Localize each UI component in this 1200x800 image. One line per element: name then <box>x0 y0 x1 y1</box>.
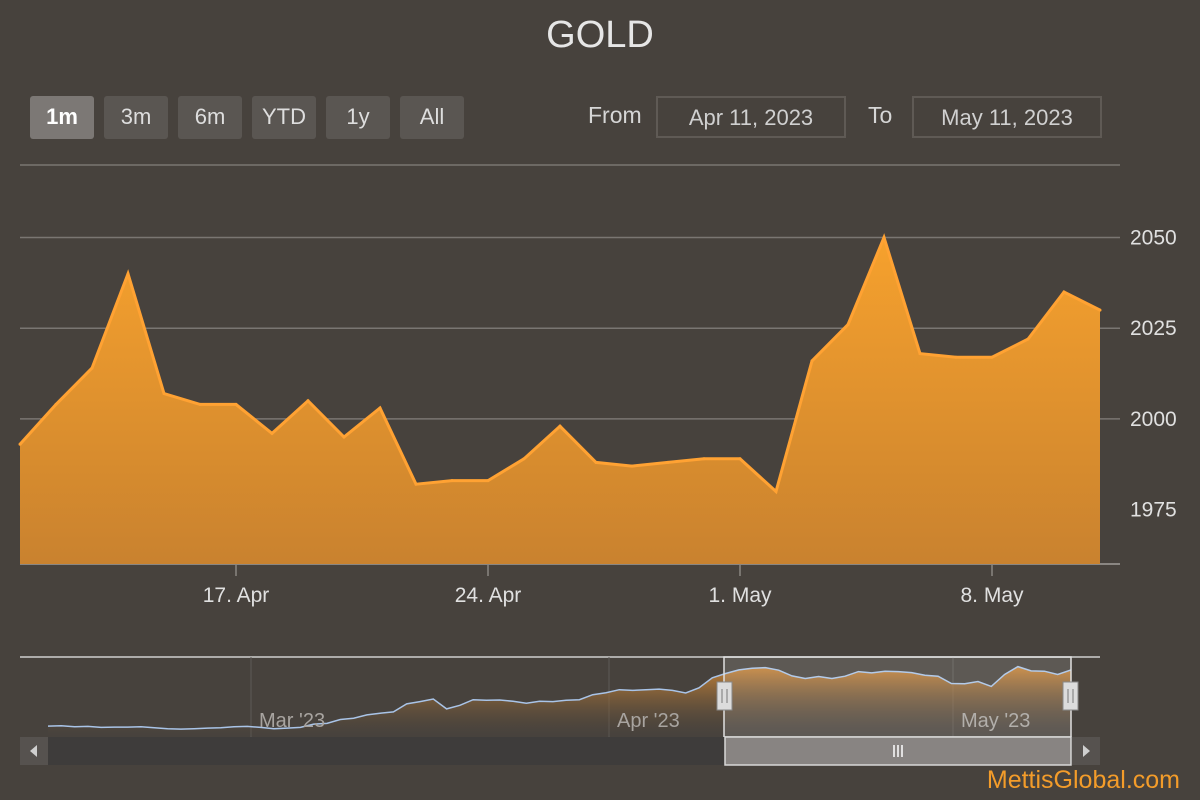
navigator-tick-label: Mar '23 <box>259 710 325 732</box>
chart-title: GOLD <box>546 14 654 56</box>
navigator-tick-label: Apr '23 <box>617 710 680 732</box>
navigator-handle-left[interactable] <box>716 681 733 711</box>
data-point <box>450 479 454 483</box>
data-point <box>198 402 202 406</box>
range-button-6m[interactable]: 6m <box>178 96 242 139</box>
data-point <box>486 479 490 483</box>
data-point <box>126 272 130 276</box>
range-button-all[interactable]: All <box>400 96 464 139</box>
x-tick-label: 17. Apr <box>203 584 270 607</box>
from-label: From <box>588 102 642 128</box>
to-date-input[interactable]: May 11, 2023 <box>912 96 1102 138</box>
data-point <box>522 457 526 461</box>
data-point <box>1026 337 1030 341</box>
data-point <box>18 442 22 446</box>
data-point <box>954 355 958 359</box>
data-point <box>378 406 382 410</box>
data-point <box>702 457 706 461</box>
navigator-tick-label: May '23 <box>961 710 1030 732</box>
data-point <box>738 457 742 461</box>
data-point <box>846 323 850 327</box>
scrollbar-left-arrow[interactable] <box>20 737 48 765</box>
credit-link[interactable]: MettisGlobal.com <box>986 766 1180 794</box>
to-label: To <box>868 102 893 128</box>
x-tick-label: 8. May <box>960 584 1024 607</box>
navigator-line <box>47 665 1072 730</box>
x-tick-label: 1. May <box>708 584 772 607</box>
data-point <box>918 352 922 356</box>
x-tick-label: 24. Apr <box>455 584 522 607</box>
data-point <box>594 460 598 464</box>
data-point <box>774 489 778 493</box>
range-button-ytd[interactable]: YTD <box>252 96 316 139</box>
scrollbar-thumb[interactable] <box>724 736 1072 766</box>
scrollbar-right-arrow[interactable] <box>1072 737 1100 765</box>
navigator-handle-right[interactable] <box>1062 681 1079 711</box>
data-point <box>54 402 58 406</box>
data-point <box>810 359 814 363</box>
y-tick-label: 1975 <box>1130 499 1177 522</box>
from-date-input[interactable]: Apr 11, 2023 <box>656 96 846 138</box>
data-point <box>990 355 994 359</box>
range-button-1y[interactable]: 1y <box>326 96 390 139</box>
data-point <box>666 460 670 464</box>
data-point <box>342 435 346 439</box>
data-point <box>558 424 562 428</box>
y-tick-label: 2050 <box>1130 227 1177 250</box>
y-tick-label: 2000 <box>1130 408 1177 431</box>
data-point <box>234 402 238 406</box>
navigator-selected-range[interactable] <box>723 656 1072 738</box>
range-button-3m[interactable]: 3m <box>104 96 168 139</box>
data-point <box>90 366 94 370</box>
range-button-1m[interactable]: 1m <box>30 96 94 139</box>
data-point <box>1098 308 1102 312</box>
data-point <box>306 399 310 403</box>
y-tick-label: 2025 <box>1130 317 1177 340</box>
data-point <box>630 464 634 468</box>
data-point <box>270 431 274 435</box>
data-point <box>414 482 418 486</box>
data-point <box>162 392 166 396</box>
data-point <box>882 236 886 240</box>
price-area <box>20 237 1100 564</box>
data-point <box>1062 290 1066 294</box>
